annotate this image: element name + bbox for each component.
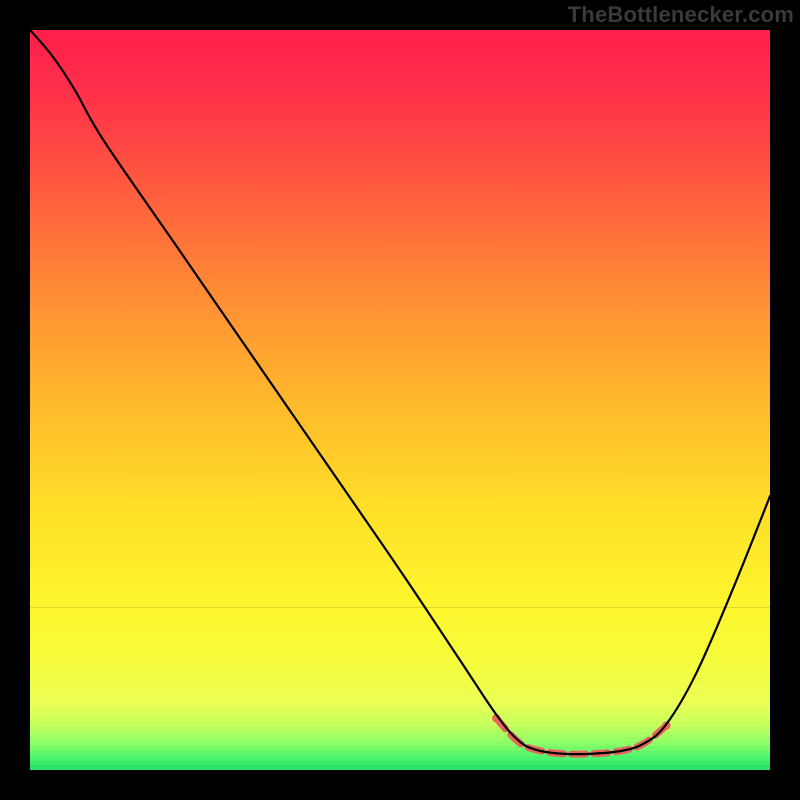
gradient-band	[30, 693, 770, 698]
gradient-band	[30, 655, 770, 660]
gradient-band	[30, 722, 770, 727]
gradient-band	[30, 617, 770, 622]
gradient-band	[30, 626, 770, 631]
gradient-band	[30, 708, 770, 713]
plot-area	[30, 30, 770, 770]
gradient-band	[30, 650, 770, 655]
gradient-band	[30, 665, 770, 670]
gradient-band	[30, 631, 770, 636]
gradient-band	[30, 674, 770, 679]
gradient-band	[30, 760, 770, 765]
gradient-band	[30, 641, 770, 646]
gradient-band	[30, 713, 770, 718]
gradient-band	[30, 679, 770, 684]
gradient-band	[30, 669, 770, 674]
gradient-band	[30, 756, 770, 761]
gradient-band	[30, 741, 770, 746]
gradient-band	[30, 612, 770, 617]
gradient-band	[30, 646, 770, 651]
gradient-band	[30, 660, 770, 665]
gradient-band	[30, 765, 770, 770]
gradient-band	[30, 703, 770, 708]
gradient-band	[30, 636, 770, 641]
gradient-band	[30, 689, 770, 694]
gradient-band	[30, 684, 770, 689]
watermark-text: TheBottlenecker.com	[568, 2, 794, 28]
gradient-band	[30, 717, 770, 722]
gradient-band	[30, 736, 770, 741]
chart-frame: TheBottlenecker.com	[0, 0, 800, 800]
gradient-band	[30, 751, 770, 756]
plot-svg	[30, 30, 770, 770]
gradient-band	[30, 698, 770, 703]
gradient-band	[30, 746, 770, 751]
gradient-band	[30, 607, 770, 612]
gradient-band	[30, 622, 770, 627]
gradient-background-top	[30, 30, 770, 607]
